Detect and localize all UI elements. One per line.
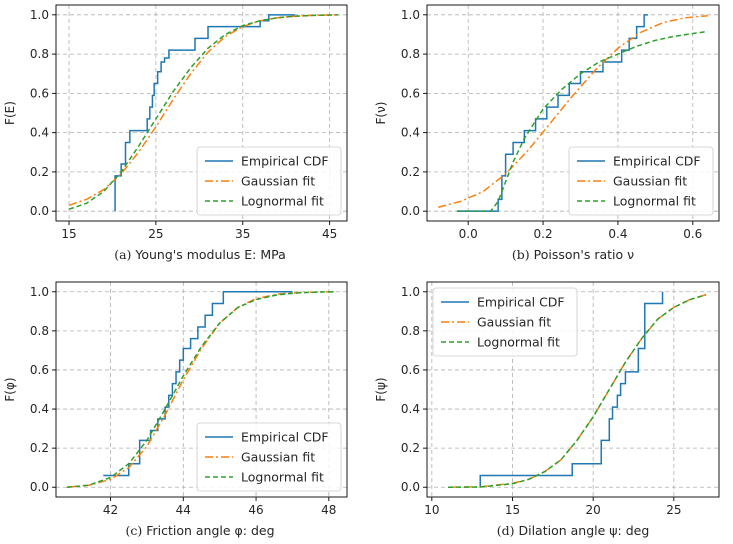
x-tick-label: 48 [321, 503, 336, 517]
x-tick-label: 35 [235, 227, 250, 241]
y-tick-label: 0.6 [30, 363, 49, 377]
x-axis-caption: (c) Friction angle φ: deg [125, 523, 274, 538]
y-axis-label: F(E) [3, 101, 17, 125]
chart-panel-1: 0.0 0.2 0.4 0.6 0.0 0.2 0.4 0.6 0.8 1.0 F(ν) (b) Po… [374, 4, 720, 262]
y-tick-label: 0.4 [30, 126, 49, 140]
x-tick-label: 25 [148, 227, 163, 241]
series-line-lognormal-fit [456, 30, 708, 212]
axes-frame [55, 281, 348, 498]
y-tick-label: 1.0 [30, 8, 49, 22]
legend: Empirical CDF Gaussian fit Lognormal fit [196, 146, 342, 216]
y-axis-label: F(ν) [374, 102, 388, 125]
legend-entry-label: Gaussian fit [241, 450, 315, 465]
axes-frame [426, 281, 720, 498]
y-tick-label: 0.2 [30, 165, 49, 179]
y-axis-label: F(ψ) [374, 377, 388, 401]
legend-entry-label: Lognormal fit [241, 194, 324, 209]
legend-entry-label: Lognormal fit [613, 194, 696, 209]
x-tick-label: 0.6 [683, 227, 702, 241]
legend-box [432, 287, 578, 357]
x-tick-label: 15 [61, 227, 76, 241]
series-line-empirical-cdf [114, 14, 295, 212]
y-tick-label: 0.0 [30, 480, 49, 494]
legend: Empirical CDF Gaussian fit Lognormal fit [432, 287, 578, 357]
x-axis-caption: (b) Poisson's ratio ν [512, 247, 634, 262]
series-line-empirical-cdf [479, 291, 664, 488]
legend: Empirical CDF Gaussian fit Lognormal fit [196, 422, 342, 492]
x-tick-label: 15 [505, 503, 520, 517]
x-tick-label: 20 [586, 503, 601, 517]
x-tick-label: 10 [424, 503, 439, 517]
y-tick-label: 0.4 [30, 402, 49, 416]
chart-panel-0: 15 25 35 45 0.0 0.2 0.4 0.6 0.8 1.0 F(E) (a) Young'… [3, 4, 348, 262]
series-line-gaussian-fit [447, 293, 707, 488]
y-tick-label: 0.2 [401, 441, 420, 455]
legend: Empirical CDF Gaussian fit Lognormal fit [568, 146, 714, 216]
y-tick-label: 0.6 [30, 86, 49, 100]
x-tick-label: 44 [176, 503, 191, 517]
y-tick-label: 0.0 [401, 204, 420, 218]
y-tick-label: 0.2 [30, 441, 49, 455]
y-axis-label: F(φ) [3, 377, 17, 401]
legend-entry-label: Empirical CDF [241, 430, 329, 445]
chart-panel-3: 10 15 20 25 0.0 0.2 0.4 0.6 0.8 1.0 F(ψ) (d) Dilati… [374, 281, 720, 538]
x-tick-label: 42 [103, 503, 118, 517]
series-line-gaussian-fit [438, 15, 708, 208]
x-tick-label: 45 [322, 227, 337, 241]
axes-frame [426, 4, 720, 222]
x-tick-label: 0.2 [534, 227, 553, 241]
y-tick-label: 1.0 [401, 8, 420, 22]
chart-panel-2: 42 44 46 48 0.0 0.2 0.4 0.6 0.8 1.0 F(φ) (c) Fricti… [3, 281, 348, 538]
y-tick-label: 0.6 [401, 86, 420, 100]
series-line-empirical-cdf [456, 14, 648, 212]
x-tick-label: 0.0 [459, 227, 478, 241]
y-tick-label: 0.8 [401, 47, 420, 61]
x-axis-caption: (d) Dilation angle ψ: deg [497, 523, 650, 538]
y-tick-label: 1.0 [30, 285, 49, 299]
legend-entry-label: Gaussian fit [241, 174, 315, 189]
y-tick-label: 0.6 [401, 363, 420, 377]
y-tick-label: 0.8 [401, 324, 420, 338]
legend-entry-label: Lognormal fit [241, 470, 324, 485]
x-tick-label: 25 [666, 503, 681, 517]
y-tick-label: 0.8 [30, 324, 49, 338]
x-axis-caption: (a) Young's modulus E: MPa [114, 247, 286, 262]
y-tick-label: 0.2 [401, 165, 420, 179]
legend-box [196, 422, 342, 492]
y-tick-label: 0.4 [401, 126, 420, 140]
legend-entry-label: Empirical CDF [241, 154, 329, 169]
y-tick-label: 1.0 [401, 285, 420, 299]
legend-entry-label: Gaussian fit [613, 174, 687, 189]
y-tick-label: 0.8 [30, 47, 49, 61]
x-tick-label: 46 [248, 503, 263, 517]
y-tick-label: 0.0 [30, 204, 49, 218]
legend-box [568, 146, 714, 216]
legend-entry-label: Empirical CDF [477, 295, 565, 310]
legend-entry-label: Empirical CDF [613, 154, 701, 169]
y-tick-label: 0.0 [401, 480, 420, 494]
legend-box [196, 146, 342, 216]
x-tick-label: 0.4 [608, 227, 627, 241]
legend-entry-label: Gaussian fit [477, 315, 551, 330]
series-line-gaussian-fit [66, 291, 337, 488]
series-line-lognormal-fit [68, 14, 339, 210]
series-line-lognormal-fit [66, 291, 337, 488]
legend-entry-label: Lognormal fit [477, 335, 560, 350]
y-tick-label: 0.4 [401, 402, 420, 416]
axes-frame [55, 4, 348, 222]
